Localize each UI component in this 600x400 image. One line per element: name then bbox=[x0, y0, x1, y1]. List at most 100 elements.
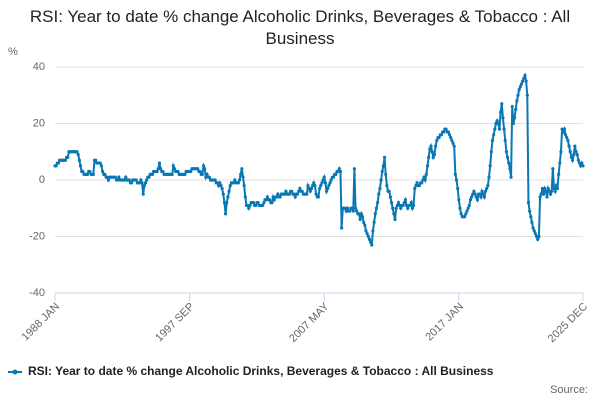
point bbox=[138, 181, 142, 185]
point bbox=[465, 209, 469, 213]
point bbox=[500, 102, 504, 106]
chart-title: RSI: Year to date % change Alcoholic Dri… bbox=[29, 7, 571, 48]
point bbox=[547, 189, 551, 193]
point bbox=[432, 152, 437, 157]
point bbox=[512, 116, 517, 120]
point bbox=[150, 172, 155, 176]
point bbox=[408, 203, 412, 208]
point bbox=[222, 201, 227, 205]
point bbox=[417, 184, 421, 188]
point bbox=[499, 110, 503, 114]
point bbox=[236, 181, 240, 185]
point bbox=[423, 178, 427, 182]
point bbox=[541, 192, 546, 196]
point bbox=[526, 201, 531, 205]
point bbox=[569, 155, 573, 159]
point bbox=[293, 195, 297, 199]
point bbox=[481, 192, 485, 196]
point bbox=[409, 201, 413, 205]
point bbox=[336, 169, 340, 174]
point bbox=[543, 186, 547, 191]
point bbox=[228, 184, 232, 188]
point bbox=[78, 164, 83, 168]
point bbox=[561, 130, 565, 134]
point bbox=[517, 88, 521, 92]
point bbox=[516, 93, 520, 97]
point bbox=[198, 169, 202, 174]
point bbox=[334, 172, 338, 176]
point bbox=[415, 181, 419, 185]
point bbox=[566, 138, 570, 143]
point bbox=[454, 178, 459, 182]
point bbox=[251, 201, 256, 205]
point bbox=[376, 201, 380, 205]
point bbox=[205, 172, 209, 176]
point bbox=[365, 232, 369, 236]
point bbox=[147, 175, 151, 179]
point bbox=[311, 184, 315, 188]
point bbox=[172, 167, 177, 171]
point bbox=[307, 186, 311, 191]
point bbox=[518, 85, 522, 89]
point bbox=[319, 184, 323, 188]
point bbox=[176, 169, 180, 174]
point bbox=[353, 206, 358, 210]
point bbox=[328, 181, 332, 185]
line bbox=[55, 72, 584, 246]
point bbox=[522, 76, 526, 80]
point bbox=[474, 195, 478, 199]
point bbox=[392, 212, 396, 216]
point bbox=[504, 150, 509, 154]
point bbox=[203, 167, 207, 171]
point bbox=[189, 169, 193, 174]
point bbox=[355, 209, 359, 213]
point bbox=[364, 229, 368, 233]
point bbox=[225, 201, 229, 205]
point bbox=[574, 150, 578, 154]
point bbox=[552, 186, 556, 191]
point bbox=[579, 164, 583, 168]
point bbox=[539, 192, 543, 196]
point bbox=[510, 104, 514, 109]
point bbox=[572, 152, 576, 157]
point bbox=[76, 152, 80, 157]
point bbox=[466, 206, 470, 210]
point bbox=[305, 192, 309, 196]
point bbox=[458, 206, 462, 210]
point bbox=[546, 186, 550, 191]
point bbox=[421, 178, 425, 182]
point bbox=[276, 192, 280, 196]
point bbox=[201, 164, 206, 168]
point bbox=[405, 203, 409, 208]
legend-label: RSI: Year to date % change Alcoholic Dri… bbox=[28, 364, 494, 378]
point bbox=[555, 186, 560, 191]
point bbox=[351, 209, 355, 213]
point bbox=[300, 189, 304, 193]
point bbox=[411, 203, 416, 208]
point bbox=[227, 189, 231, 193]
point bbox=[295, 192, 300, 196]
point bbox=[551, 167, 555, 171]
point bbox=[297, 189, 301, 193]
point bbox=[496, 121, 500, 126]
point bbox=[233, 178, 237, 182]
y-axis-label: % bbox=[8, 46, 18, 58]
point bbox=[479, 195, 483, 199]
point bbox=[472, 189, 476, 193]
point bbox=[410, 206, 415, 210]
point bbox=[262, 201, 266, 205]
point bbox=[337, 167, 341, 171]
point bbox=[545, 195, 549, 199]
point bbox=[581, 164, 585, 168]
point bbox=[389, 201, 394, 205]
point bbox=[529, 215, 533, 219]
point bbox=[531, 226, 535, 230]
point bbox=[447, 133, 452, 137]
point bbox=[533, 232, 538, 236]
point bbox=[503, 138, 507, 143]
point bbox=[157, 161, 162, 165]
point bbox=[248, 203, 252, 208]
point bbox=[88, 169, 92, 174]
point bbox=[220, 186, 224, 191]
